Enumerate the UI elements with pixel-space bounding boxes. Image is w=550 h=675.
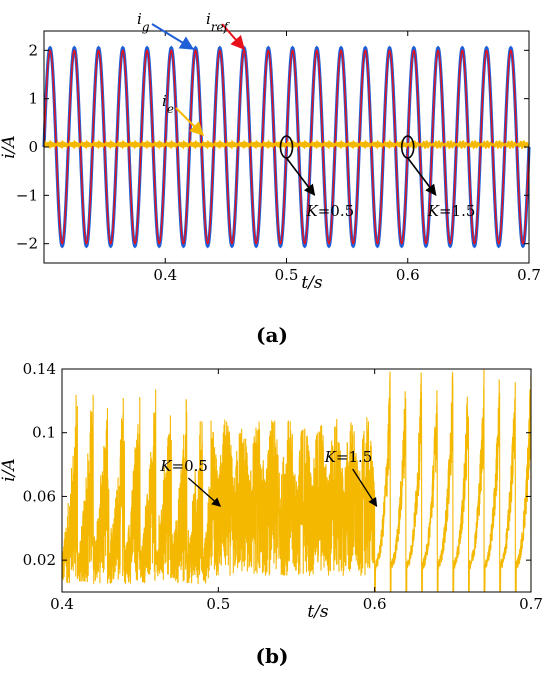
- panel-a-ytick-label: −1: [16, 186, 38, 204]
- panel-a-ytick-label: −2: [16, 235, 38, 253]
- panel-a-xtick-label: 0.7: [517, 266, 541, 284]
- panel-b-ytick-label: 0.06: [23, 487, 56, 505]
- panel-b-series-ie-line: [62, 369, 531, 592]
- label-ig: ig: [137, 10, 150, 34]
- panel-a-ticks: 0.4 0.5 0.6 0.7 −2 −1 0 1 2: [16, 31, 541, 284]
- panel-b: 0.4 0.5 0.6 0.7 0.02 0.06 0.1 0.14 K=0.5 K=1.5 i…: [0, 360, 543, 668]
- panel-a-xlabel: t/s: [301, 273, 323, 293]
- panel-a-curves: [42, 45, 531, 249]
- panel-a-k-label: K=0.5: [306, 202, 355, 220]
- panel-b-k-arrow: [352, 468, 378, 508]
- panel-a-xtick-label: 0.4: [153, 266, 177, 284]
- panel-b-ticks: 0.4 0.5 0.6 0.7 0.02 0.06 0.1 0.14: [23, 360, 543, 613]
- panel-a-k-label: K=1.5: [427, 202, 476, 220]
- panel-a-xtick-label: 0.5: [275, 266, 299, 284]
- panel-b-k-arrow: [187, 477, 222, 507]
- panel-b-frame: [61, 368, 532, 593]
- panel-b-xlabel: t/s: [307, 602, 329, 622]
- panel-b-curves: [62, 369, 531, 592]
- panel-b-xtick-label: 0.7: [519, 595, 543, 613]
- panel-a-xtick-label: 0.6: [396, 266, 420, 284]
- panel-b-k-label: K=0.5: [159, 457, 208, 475]
- series-ie-line: [43, 139, 530, 150]
- caption-b: (b): [256, 644, 289, 668]
- panel-a-ytick-label: 1: [28, 90, 38, 108]
- panel-a-ytick-label: 2: [28, 41, 38, 59]
- panel-b-ytick-label: 0.02: [23, 551, 56, 569]
- panel-b-ytick-label: 0.14: [23, 360, 56, 378]
- panel-a-k-arrow: [285, 157, 316, 196]
- panel-b-k-label: K=1.5: [324, 448, 373, 466]
- panel-b-xtick-label: 0.6: [363, 595, 387, 613]
- panel-a: 0.4 0.5 0.6 0.7 −2 −1 0 1 2 K=0.5 K=1.5 i/A t/s i…: [0, 10, 541, 347]
- panel-b-xtick-label: 0.5: [206, 595, 230, 613]
- panel-a-k-arrow: [407, 157, 437, 196]
- arrow-ig: [151, 23, 195, 50]
- arrow-ie: [175, 107, 204, 136]
- caption-a: (a): [256, 323, 288, 347]
- series-iref-line: [43, 49, 530, 245]
- panel-b-annotations: K=0.5 K=1.5: [159, 448, 378, 508]
- panel-a-annotations: K=0.5 K=1.5: [151, 23, 476, 220]
- panel-a-ylabel: i/A: [0, 135, 19, 158]
- panel-b-ytick-label: 0.1: [32, 424, 56, 442]
- arrow-iref: [221, 23, 245, 51]
- panel-a-ytick-label: 0: [28, 138, 38, 156]
- panel-b-ylabel: i/A: [0, 458, 19, 481]
- label-iref: iref: [206, 10, 231, 34]
- panel-b-xtick-label: 0.4: [50, 595, 74, 613]
- label-ie: ie: [162, 92, 174, 116]
